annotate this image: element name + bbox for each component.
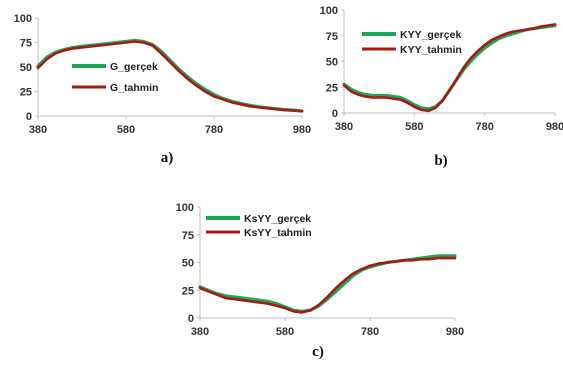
legend-label-c-measured: KsYY_gerçek xyxy=(244,213,311,225)
series-line-b-predicted xyxy=(342,23,557,113)
x-tick-label: 980 xyxy=(446,326,464,338)
legend-label-a-measured: G_gerçek xyxy=(110,61,158,73)
x-tick-label: 380 xyxy=(29,124,47,136)
panel-label-b: b) xyxy=(434,153,447,169)
legend-label-b-predicted: KYY_tahmin xyxy=(400,44,462,56)
x-tick-label: 380 xyxy=(335,121,353,133)
y-tick-label: 50 xyxy=(20,62,32,74)
x-tick-label: 980 xyxy=(546,121,563,133)
y-tick-label: 0 xyxy=(26,111,32,123)
x-tick-label: 780 xyxy=(475,121,493,133)
legend-label-b-measured: KYY_gerçek xyxy=(400,29,461,41)
series-line-a-predicted xyxy=(36,40,304,113)
y-tick-label: 100 xyxy=(14,13,32,25)
y-tick-label: 50 xyxy=(182,258,194,270)
y-tick-label: 50 xyxy=(326,57,338,69)
x-tick-label: 580 xyxy=(405,121,423,133)
y-tick-label: 25 xyxy=(20,87,32,99)
y-tick-label: 25 xyxy=(326,82,338,94)
y-tick-label: 0 xyxy=(332,108,338,120)
x-tick-label: 580 xyxy=(117,124,135,136)
y-tick-label: 100 xyxy=(176,202,194,214)
y-tick-label: 25 xyxy=(182,285,194,297)
series-line-a-measured xyxy=(36,38,304,113)
chart-panel-b: 0 25 50 75 100 380 580 780 980 KYY_gerçek KYY_tah… xyxy=(320,5,563,169)
x-tick-label: 580 xyxy=(276,326,294,338)
legend-label-a-predicted: G_tahmin xyxy=(110,82,158,94)
y-tick-label: 75 xyxy=(20,38,32,50)
series-line-c-predicted xyxy=(198,256,457,314)
x-tick-label: 780 xyxy=(361,326,379,338)
y-tick-label: 75 xyxy=(326,31,338,43)
x-tick-label: 380 xyxy=(191,326,209,338)
x-tick-label: 980 xyxy=(293,124,311,136)
x-tick-label: 780 xyxy=(205,124,223,136)
legend-label-c-predicted: KsYY_tahmin xyxy=(244,227,312,239)
chart-panel-c: 0 25 50 75 100 380 580 780 980 KsYY_gerçek KsYY_t… xyxy=(176,202,465,360)
y-tick-label: 100 xyxy=(320,5,338,17)
panel-label-a: a) xyxy=(161,150,174,166)
panel-label-c: c) xyxy=(312,344,324,360)
y-tick-label: 0 xyxy=(188,313,194,325)
series-line-c-measured xyxy=(198,254,457,313)
y-tick-label: 75 xyxy=(182,230,194,242)
